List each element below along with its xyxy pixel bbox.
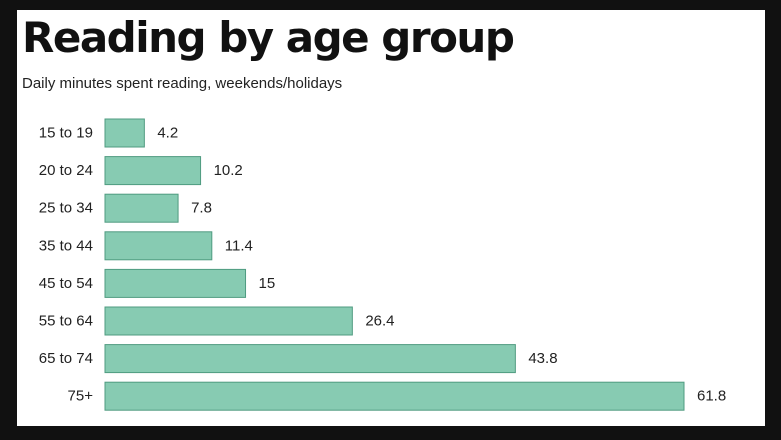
value-label: 7.8 <box>191 200 212 217</box>
bar <box>104 231 213 261</box>
category-label: 55 to 64 <box>39 313 93 330</box>
bar <box>104 268 247 298</box>
bar <box>104 156 202 186</box>
chart-subtitle: Daily minutes spent reading, weekends/ho… <box>22 75 343 92</box>
value-label: 15 <box>259 275 276 292</box>
category-label: 25 to 34 <box>39 200 93 217</box>
value-label: 26.4 <box>365 313 394 330</box>
bar <box>104 306 353 336</box>
category-label: 65 to 74 <box>39 350 93 367</box>
category-label: 15 to 19 <box>39 125 93 142</box>
value-label: 61.8 <box>697 388 726 405</box>
bar <box>104 344 516 374</box>
chart-panel: Reading by age group Daily minutes spent… <box>17 10 765 426</box>
chart-title: Reading by age group <box>22 13 515 62</box>
bar <box>104 381 685 411</box>
value-label: 4.2 <box>157 125 178 142</box>
category-label: 75+ <box>68 388 94 405</box>
value-label: 10.2 <box>214 162 243 179</box>
value-label: 11.4 <box>225 237 253 254</box>
category-label: 45 to 54 <box>39 275 93 292</box>
value-label: 43.8 <box>528 350 557 367</box>
bar <box>104 193 179 223</box>
category-label: 35 to 44 <box>39 237 93 254</box>
bar-chart: 15 to 19 4.2 20 to 24 10.2 25 to 34 7.8 35 to … <box>39 118 726 411</box>
bar <box>104 118 145 148</box>
category-label: 20 to 24 <box>39 162 93 179</box>
